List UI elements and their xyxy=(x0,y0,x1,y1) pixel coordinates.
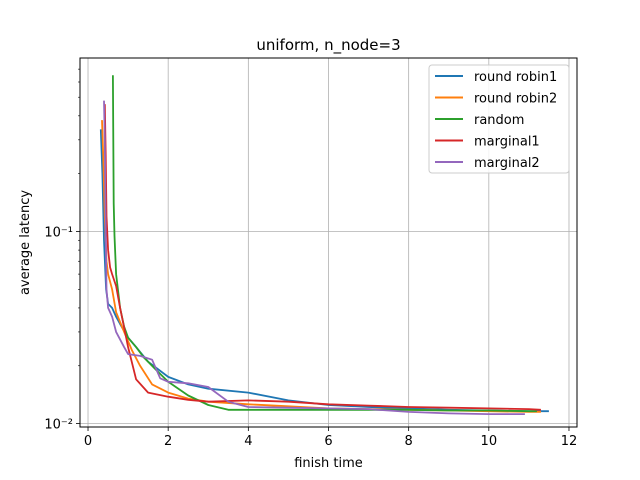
x-tick-label: 6 xyxy=(324,434,332,449)
y-axis: 10⁻² 10⁻¹ xyxy=(44,68,80,433)
legend-label: marginal1 xyxy=(474,135,540,150)
legend-label: random xyxy=(474,113,524,128)
x-tick-label: 12 xyxy=(561,434,578,449)
legend-box xyxy=(428,64,570,174)
x-tick-label: 0 xyxy=(84,434,92,449)
x-tick-label: 10 xyxy=(481,434,498,449)
series-line-random xyxy=(112,75,537,413)
series-line-marginal2 xyxy=(103,100,525,415)
x-tick-label: 8 xyxy=(405,434,413,449)
x-axis: 0 2 4 6 8 10 12 xyxy=(84,427,577,449)
x-tick-label: 2 xyxy=(164,434,172,449)
series-line-marginal1 xyxy=(103,104,541,411)
x-axis-label: finish time xyxy=(294,456,363,471)
legend-label: round robin2 xyxy=(474,92,557,107)
plot-area xyxy=(99,75,549,415)
legend: round robin1 round robin2 random marginal1 m… xyxy=(428,64,570,174)
x-tick-label: 4 xyxy=(244,434,252,449)
legend-label: marginal2 xyxy=(474,156,540,171)
chart-title: uniform, n_node=3 xyxy=(256,36,400,55)
y-axis-label: average latency xyxy=(18,190,33,295)
y-tick-label: 10⁻¹ xyxy=(44,225,73,240)
y-tick-label: 10⁻² xyxy=(44,418,73,433)
legend-label: round robin1 xyxy=(474,70,557,85)
